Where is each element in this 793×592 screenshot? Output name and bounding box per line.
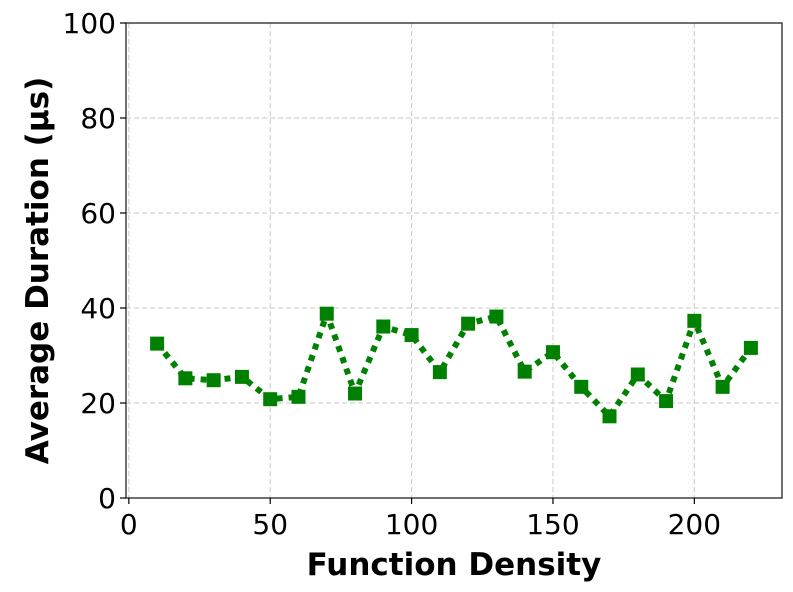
data-point-marker (319, 306, 334, 321)
y-tick-label: 20 (80, 387, 116, 420)
x-axis-title: Function Density (307, 547, 602, 583)
y-tick-label: 40 (80, 292, 116, 325)
axis-ticks: 0 50 100 150 200 0 20 40 60 80 100 (63, 7, 722, 541)
data-point-marker (715, 379, 730, 394)
data-point-marker (432, 365, 447, 380)
data-point-marker (461, 316, 476, 331)
y-tick-label: 0 (98, 482, 116, 515)
data-point-marker (517, 364, 532, 379)
data-point-marker (659, 394, 674, 409)
y-tick-label: 100 (63, 7, 116, 40)
data-point-marker (602, 409, 617, 424)
data-point-marker (574, 379, 589, 394)
y-tick-label: 60 (80, 197, 116, 230)
data-point-marker (743, 340, 758, 355)
plot-frame (125, 22, 783, 499)
data-point-marker (404, 328, 419, 343)
x-tick-label: 150 (526, 508, 579, 541)
x-tick-label: 50 (252, 508, 288, 541)
data-point-marker (348, 386, 363, 401)
x-tick-label: 100 (385, 508, 438, 541)
data-point-marker (263, 392, 278, 407)
y-tick-label: 80 (80, 102, 116, 135)
y-axis-title: Average Duration (µs) (20, 77, 56, 465)
x-tick-label: 0 (120, 508, 138, 541)
data-point-marker (291, 389, 306, 404)
data-point-marker (178, 371, 193, 386)
data-point-marker (376, 319, 391, 334)
data-point-marker (687, 313, 702, 328)
data-point-marker (234, 369, 249, 384)
series-layer (150, 306, 758, 424)
data-point-marker (545, 345, 560, 360)
data-point-marker (630, 367, 645, 382)
x-tick-label: 200 (668, 508, 721, 541)
data-point-marker (150, 336, 165, 351)
data-point-marker (206, 373, 221, 388)
data-point-marker (489, 309, 504, 324)
